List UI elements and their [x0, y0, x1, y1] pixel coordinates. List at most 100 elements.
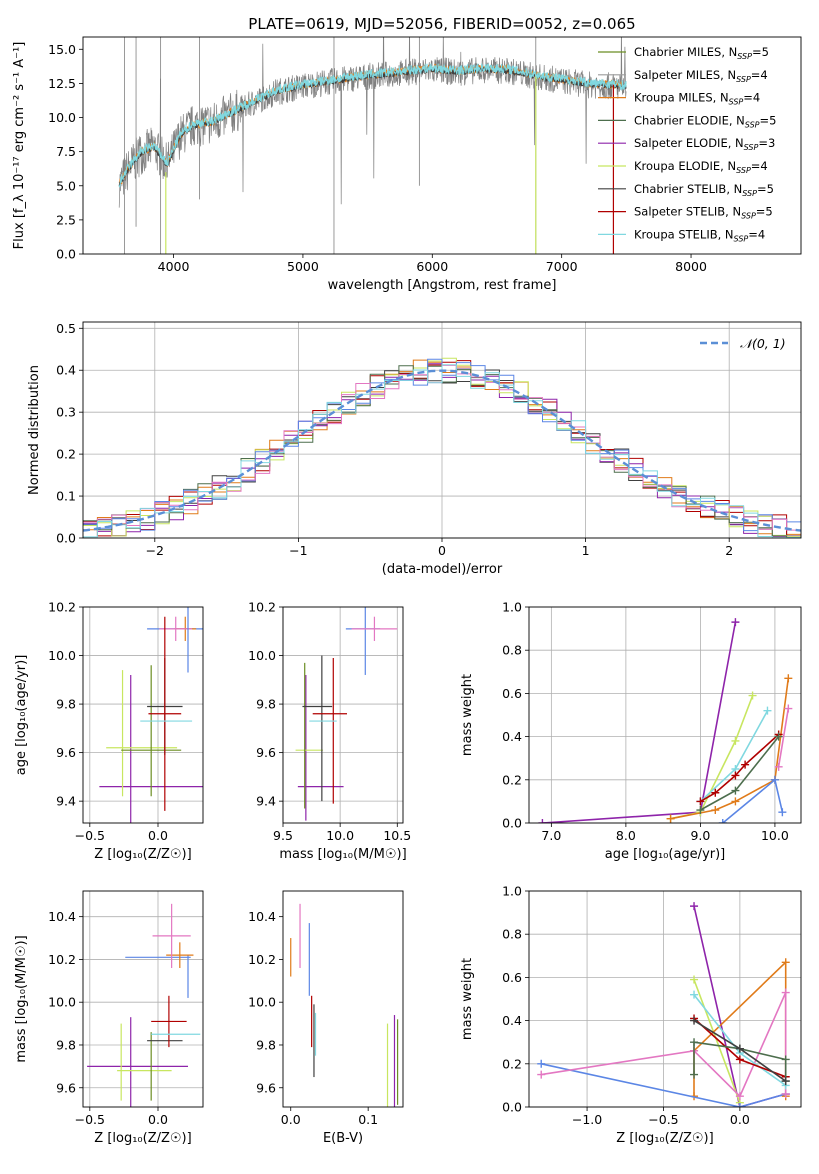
x-axis-label: wavelength [Angstrom, rest frame] [328, 278, 557, 293]
weight-series-line [777, 708, 790, 767]
y-tick-label: 0.0 [56, 531, 76, 546]
x-axis-label: mass [log₁₀(M/M☉)] [279, 847, 406, 862]
axes-frame [282, 606, 404, 824]
weight-point-marker [735, 1044, 744, 1053]
y-tick-label: 9.6 [256, 1080, 276, 1095]
y-tick-label: 9.6 [56, 745, 76, 760]
weight-point-marker [778, 808, 787, 817]
y-tick-label: 9.6 [256, 745, 276, 760]
weight-point-marker [784, 704, 793, 713]
weight-point-marker [784, 674, 793, 683]
y-axis-label: Flux [f_λ 10⁻¹⁷ erg cm⁻² s⁻¹ A⁻¹] [12, 42, 27, 250]
y-tick-label: 10.2 [48, 952, 76, 967]
weight-point-marker [537, 1059, 546, 1068]
weight-point-marker [763, 706, 772, 715]
legend-label: 𝒩(0, 1) [740, 336, 786, 351]
legend-label: Kroupa STELIB, NSSP=4 [634, 227, 765, 243]
x-tick-label: 7000 [546, 259, 578, 274]
y-tick-label: 10.0 [48, 110, 76, 125]
legend-label-subscript: SSP [745, 120, 760, 129]
legend-label: Chabrier STELIB, NSSP=5 [634, 182, 774, 198]
weight-point-marker [696, 797, 705, 806]
weight-point-marker [690, 1016, 699, 1025]
x-tick-label: 2 [725, 543, 733, 558]
y-tick-label: 10.2 [248, 600, 276, 615]
x-tick-label: −0.5 [75, 828, 105, 843]
y-tick-label: 0.8 [502, 643, 522, 658]
legend-label-suffix: =5 [757, 182, 774, 196]
legend-label-subscript: SSP [736, 166, 751, 175]
legend-label-subscript: SSP [742, 189, 757, 198]
legend-label: Kroupa ELODIE, NSSP=4 [634, 159, 768, 175]
legend-label: Chabrier ELODIE, NSSP=5 [634, 113, 776, 129]
plot-area [290, 903, 399, 1107]
y-tick-label: 9.4 [56, 794, 76, 809]
weight-point-marker [711, 788, 720, 797]
axes-frame [82, 36, 802, 255]
legend-label-text: Kroupa ELODIE, N [634, 159, 736, 173]
legend-label: Salpeter ELODIE, NSSP=3 [634, 136, 775, 152]
axes-frame [82, 890, 204, 1108]
weight-series-line [693, 979, 741, 1103]
x-tick-label: 4000 [158, 259, 190, 274]
weight-point-marker [690, 975, 699, 984]
mass-vs-extinction-panel: 0.0 0.1 9.6 9.8 10.0 10.2 10.4 E(B-V) [248, 890, 404, 1146]
weight-point-marker [735, 1103, 744, 1107]
weight-point-marker [731, 618, 740, 627]
y-axis-label: mass weight [460, 674, 475, 756]
y-tick-label: 0.0 [56, 247, 76, 262]
weight-vs-age-panel: 7.0 8.0 9.0 10.0 0.0 0.2 0.4 0.6 0.8 1.0 age [log₁… [460, 600, 802, 862]
weight-series-line [541, 1063, 786, 1107]
weight-point-marker [690, 902, 699, 911]
residual-histogram-step [83, 364, 801, 538]
legend-label-suffix: =4 [751, 159, 768, 173]
y-tick-label: 0.0 [502, 1100, 522, 1115]
weight-point-marker [731, 771, 740, 780]
x-tick-label: 8000 [675, 259, 707, 274]
y-tick-label: 10.4 [248, 909, 276, 924]
x-tick-label: 0.1 [358, 1112, 378, 1127]
y-tick-label: 0.8 [502, 927, 522, 942]
weight-point-marker [690, 990, 699, 999]
weight-point-marker [781, 958, 790, 967]
y-tick-label: 0.0 [502, 816, 522, 831]
x-tick-label: 8.0 [616, 828, 636, 843]
y-tick-label: 0.2 [502, 1056, 522, 1071]
legend-label-subscript: SSP [734, 234, 749, 243]
plot-area [118, 37, 627, 254]
x-tick-label: 1 [582, 543, 590, 558]
legend-label-subscript: SSP [729, 98, 744, 107]
y-tick-label: 0.2 [502, 772, 522, 787]
age-vs-metallicity-panel: −0.5 0.0 9.4 9.6 9.8 10.0 10.2 Z [log₁₀(Z/Z☉)] a… [14, 600, 204, 862]
x-axis-label: age [log₁₀(age/yr)] [605, 847, 726, 862]
y-tick-label: 15.0 [48, 42, 76, 57]
weight-point-marker [718, 819, 727, 823]
y-tick-label: 0.6 [502, 970, 522, 985]
x-tick-label: −1 [289, 543, 307, 558]
x-tick-label: 10.0 [761, 828, 789, 843]
x-tick-label: −0.5 [648, 1112, 678, 1127]
weight-point-marker [711, 806, 720, 815]
x-tick-label: 10.0 [326, 828, 354, 843]
y-tick-label: 0.1 [56, 489, 76, 504]
y-tick-label: 10.0 [48, 648, 76, 663]
legend-label-suffix: =5 [760, 113, 777, 127]
weight-point-marker [538, 819, 547, 823]
y-tick-label: 0.4 [502, 1013, 522, 1028]
plot-area [99, 607, 203, 823]
axes-frame [82, 606, 204, 824]
y-tick-label: 0.2 [56, 447, 76, 462]
model-fit-line [118, 62, 627, 188]
x-axis-label: (data-model)/error [382, 562, 503, 577]
legend-label-text: Salpeter MILES, N [634, 68, 736, 82]
x-tick-label: −2 [146, 543, 164, 558]
x-axis-label: Z [log₁₀(Z/Z☉)] [616, 1131, 713, 1146]
weight-point-marker [690, 1038, 699, 1047]
weight-point-marker [731, 797, 740, 806]
legend-label-suffix: =3 [758, 136, 775, 150]
legend-label-suffix: =4 [751, 68, 768, 82]
residual-histogram-panel: −2 −1 0 1 2 0.0 0.1 0.2 0.3 0.4 0.5 (data-model)/er… [27, 321, 802, 577]
legend-label-text: Chabrier STELIB, N [634, 182, 742, 196]
weight-point-marker [774, 732, 783, 741]
